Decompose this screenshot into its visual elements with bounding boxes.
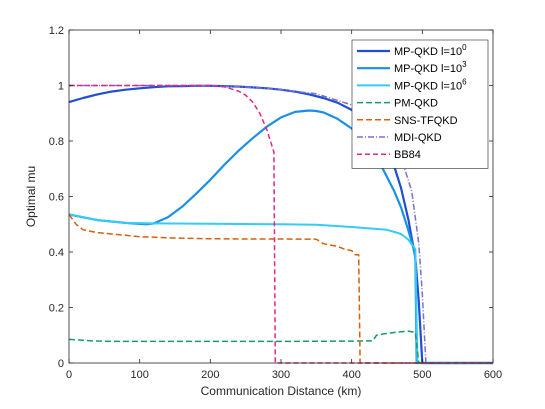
series-layer <box>68 84 493 365</box>
legend-box <box>351 39 489 169</box>
series-line-mdi-qkd <box>69 84 493 364</box>
legend-label-base: PM-QKD <box>394 98 438 110</box>
legend-label-exponent: 3 <box>462 60 467 69</box>
y-tick-label: 0.2 <box>49 303 64 315</box>
legend-label: MDI-QKD <box>394 132 442 144</box>
legend-label-base: MDI-QKD <box>394 132 442 144</box>
series-line-mp-qkd-l-10-0 <box>68 84 493 365</box>
legend-label-base: MP-QKD l=10 <box>394 63 462 75</box>
series-line-pm-qkd <box>68 330 493 364</box>
y-tick-label: 1.2 <box>49 25 64 37</box>
legend-label: MP-QKD l=103 <box>394 60 467 75</box>
x-tick-label: 200 <box>201 369 219 381</box>
legend-label: MP-QKD l=100 <box>394 43 467 58</box>
y-tick-label: 0.4 <box>49 247 64 259</box>
x-tick-label: 100 <box>130 369 148 381</box>
legend-label: MP-QKD l=106 <box>394 77 467 92</box>
x-tick-label: 600 <box>484 369 502 381</box>
series-line-mp-qkd-l-10-3 <box>68 109 493 365</box>
x-axis-ticks: 0 100 200 300 400 500 600 <box>66 30 502 381</box>
series-line-mp-qkd-l-10-6 <box>68 213 493 364</box>
y-axis-label: Optimal mu <box>24 166 38 227</box>
legend-label-base: SNS-TFQKD <box>394 115 458 127</box>
legend-label: BB84 <box>394 149 421 161</box>
x-tick-label: 300 <box>272 369 290 381</box>
x-axis-label: Communication Distance (km) <box>201 384 362 398</box>
series-line-sns-tfqkd <box>68 214 493 364</box>
x-tick-label: 0 <box>66 369 72 381</box>
y-tick-label: 0.8 <box>49 136 64 148</box>
x-tick-label: 400 <box>342 369 360 381</box>
y-tick-label: 1 <box>58 81 64 93</box>
legend-label-base: MP-QKD l=10 <box>394 80 462 92</box>
legend-label-exponent: 6 <box>462 77 467 86</box>
legend-label-base: BB84 <box>394 149 421 161</box>
legend-label-base: MP-QKD l=10 <box>394 46 462 58</box>
legend-label: PM-QKD <box>394 98 438 110</box>
x-tick-label: 500 <box>413 369 431 381</box>
legend-label-exponent: 0 <box>462 43 467 52</box>
y-axis-ticks: 0 0.2 0.4 0.6 0.8 1 1.2 <box>49 25 493 370</box>
legend-label: SNS-TFQKD <box>394 115 458 127</box>
y-tick-label: 0.6 <box>49 192 64 204</box>
series-line-bb84 <box>69 84 493 364</box>
y-tick-label: 0 <box>58 358 64 370</box>
